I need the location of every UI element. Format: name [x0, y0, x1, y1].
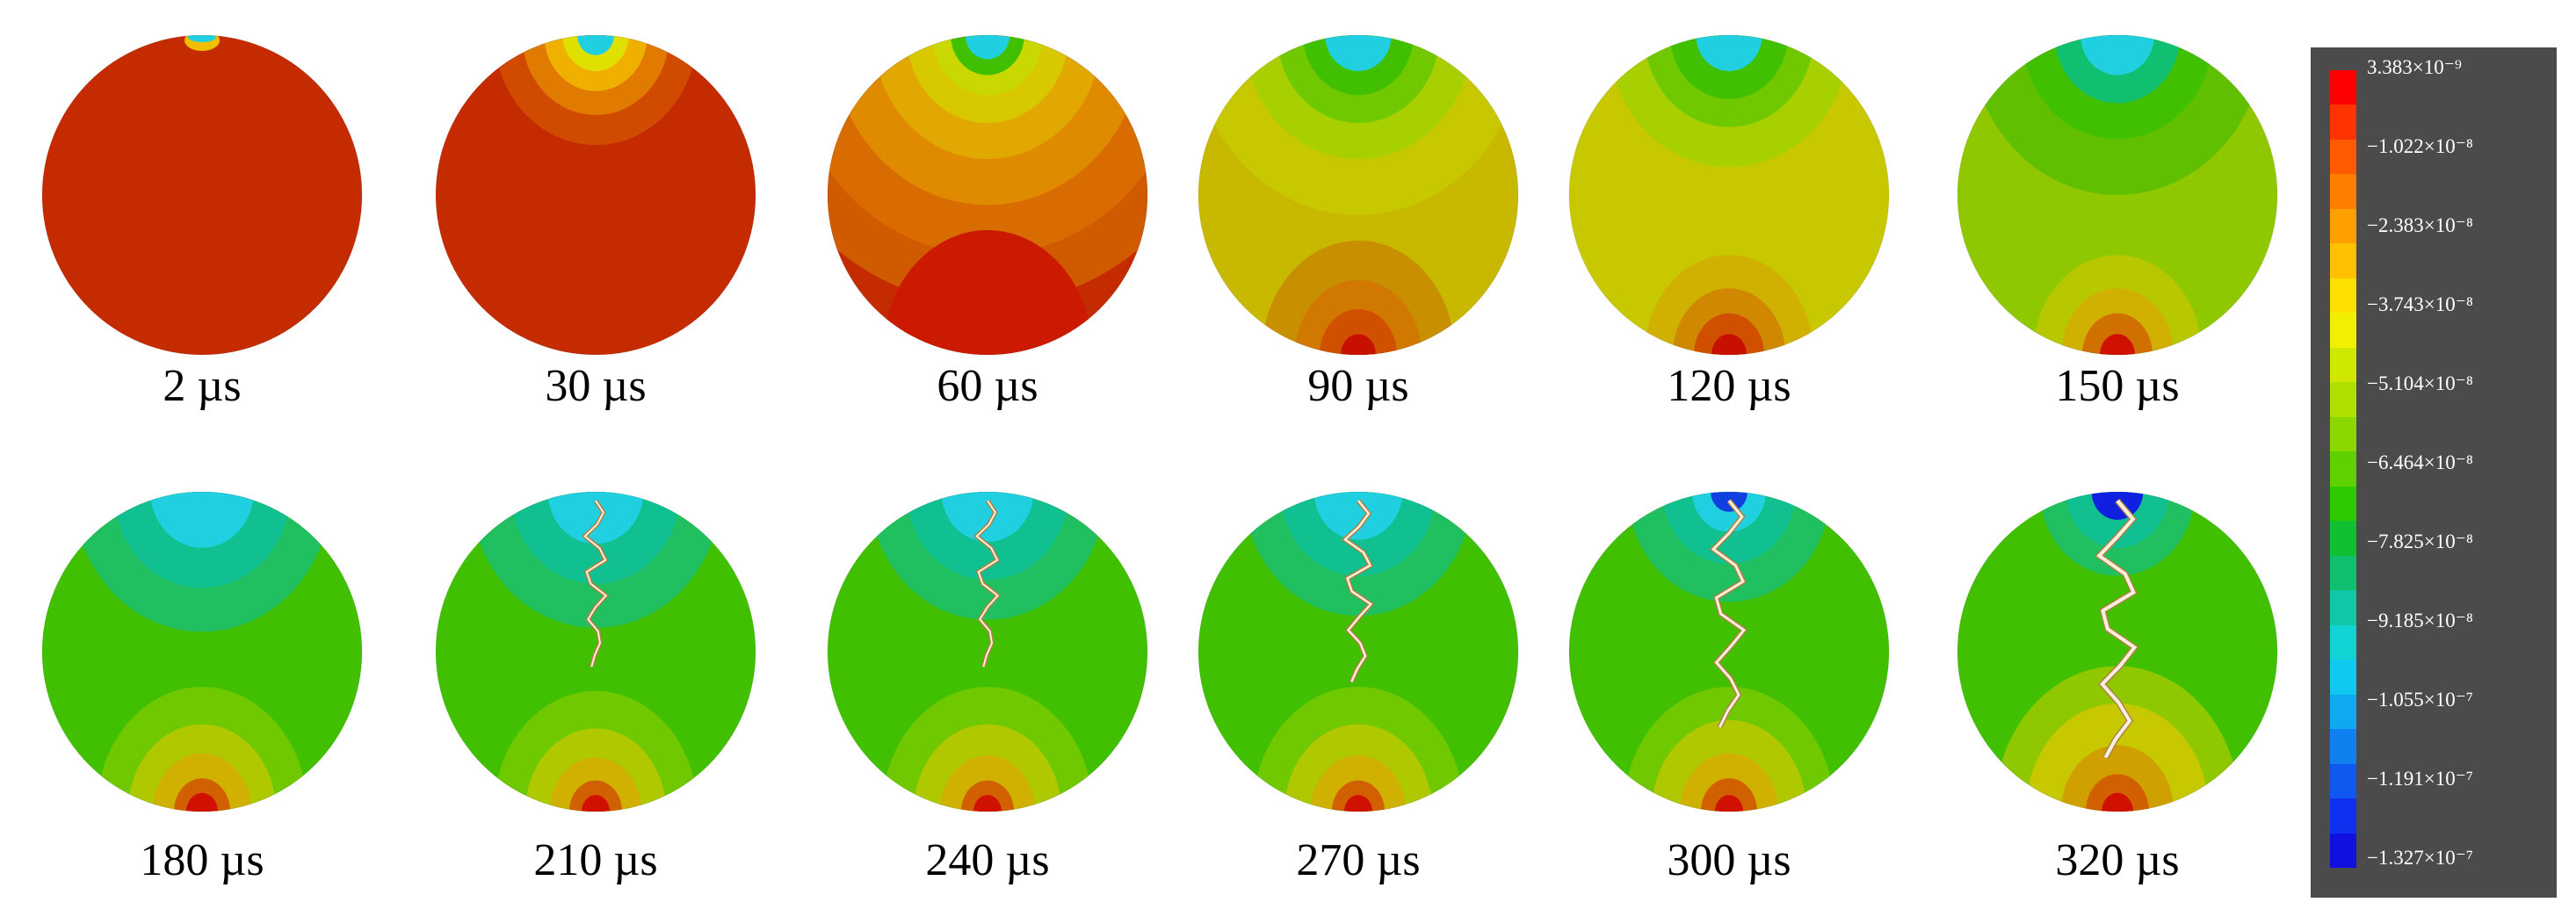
stress-disc-12	[1957, 491, 2278, 812]
legend-color-step	[2330, 624, 2356, 661]
legend-tick-label: −1.191×10⁻⁷	[2367, 768, 2473, 790]
stress-panel-6: 150 µs	[1924, 9, 2311, 430]
time-label: 90 µs	[1307, 361, 1409, 411]
stress-panel-8: 210 µs	[402, 466, 789, 887]
legend-tick-label: −2.383×10⁻⁸	[2367, 214, 2473, 236]
legend-color-step	[2330, 660, 2356, 695]
time-label: 30 µs	[545, 361, 647, 411]
legend-color-step	[2330, 313, 2356, 348]
legend-tick-label: −5.104×10⁻⁸	[2367, 372, 2473, 394]
time-label: 150 µs	[2055, 361, 2180, 411]
legend-color-step	[2330, 70, 2356, 105]
stress-disc-3	[827, 34, 1148, 356]
legend-color-step	[2330, 555, 2356, 591]
time-label: 120 µs	[1667, 361, 1791, 411]
legend-tick-label: −7.825×10⁻⁸	[2367, 531, 2473, 552]
legend-tick-label: −3.743×10⁻⁸	[2367, 293, 2473, 315]
stress-panel-11: 300 µs	[1536, 466, 1922, 887]
legend-tick-label: 3.383×10⁻⁹	[2367, 56, 2462, 78]
legend-color-step	[2330, 139, 2356, 175]
legend-color-step	[2330, 521, 2356, 556]
legend-tick-label: −1.022×10⁻⁸	[2367, 135, 2473, 157]
stress-disc-1	[41, 34, 363, 356]
time-label: 240 µs	[925, 835, 1050, 885]
stress-panel-7: 180 µs	[9, 466, 395, 887]
legend-tick-label: −1.327×10⁻⁷	[2367, 847, 2473, 869]
legend-color-step	[2330, 243, 2356, 278]
legend-color-step	[2330, 486, 2356, 522]
legend-tick-label: −6.464×10⁻⁸	[2367, 451, 2473, 473]
stress-panel-4: 90 µs	[1165, 9, 1552, 430]
stress-disc-8	[435, 491, 756, 812]
stress-disc-11	[1568, 491, 1890, 812]
time-label: 210 µs	[533, 835, 658, 885]
stress-panel-3: 60 µs	[794, 9, 1181, 430]
time-label: 320 µs	[2055, 835, 2180, 885]
color-scale-legend: 3.383×10⁻⁹ −1.022×10⁻⁸ −2.383×10⁻⁸ −3.743×1…	[2311, 47, 2557, 898]
stress-disc-4	[1198, 34, 1519, 356]
stress-disc-6	[1957, 34, 2278, 356]
legend-color-step	[2330, 798, 2356, 834]
legend-color-step	[2330, 763, 2356, 799]
legend-color-step	[2330, 105, 2356, 140]
stress-disc-2	[435, 34, 756, 356]
time-label: 180 µs	[140, 835, 264, 885]
legend-color-step	[2330, 347, 2356, 383]
stress-panel-1: 2 µs	[9, 9, 395, 430]
legend-tick-label: −9.185×10⁻⁸	[2367, 610, 2473, 632]
legend-color-step	[2330, 833, 2356, 869]
legend-color-step	[2330, 382, 2356, 417]
time-label: 270 µs	[1296, 835, 1421, 885]
stress-disc-5	[1568, 34, 1890, 356]
stress-panel-10: 270 µs	[1165, 466, 1552, 887]
time-label: 60 µs	[937, 361, 1038, 411]
legend-color-step	[2330, 451, 2356, 487]
stress-disc-9	[827, 491, 1148, 812]
stress-panel-5: 120 µs	[1536, 9, 1922, 430]
legend-color-step	[2330, 278, 2356, 314]
legend-color-step	[2330, 208, 2356, 244]
legend-color-step	[2330, 174, 2356, 209]
stress-panel-9: 240 µs	[794, 466, 1181, 887]
legend-color-bar	[2330, 70, 2356, 869]
stress-disc-10	[1198, 491, 1519, 812]
legend-tick-label: −1.055×10⁻⁷	[2367, 689, 2473, 711]
stress-panel-12: 320 µs	[1924, 466, 2311, 887]
time-label: 300 µs	[1667, 835, 1791, 885]
legend-color-step	[2330, 729, 2356, 764]
time-label: 2 µs	[163, 361, 242, 411]
legend-color-step	[2330, 694, 2356, 730]
legend-color-step	[2330, 416, 2356, 452]
stress-disc-7	[41, 491, 363, 812]
legend-color-step	[2330, 590, 2356, 625]
stress-panel-2: 30 µs	[402, 9, 789, 430]
